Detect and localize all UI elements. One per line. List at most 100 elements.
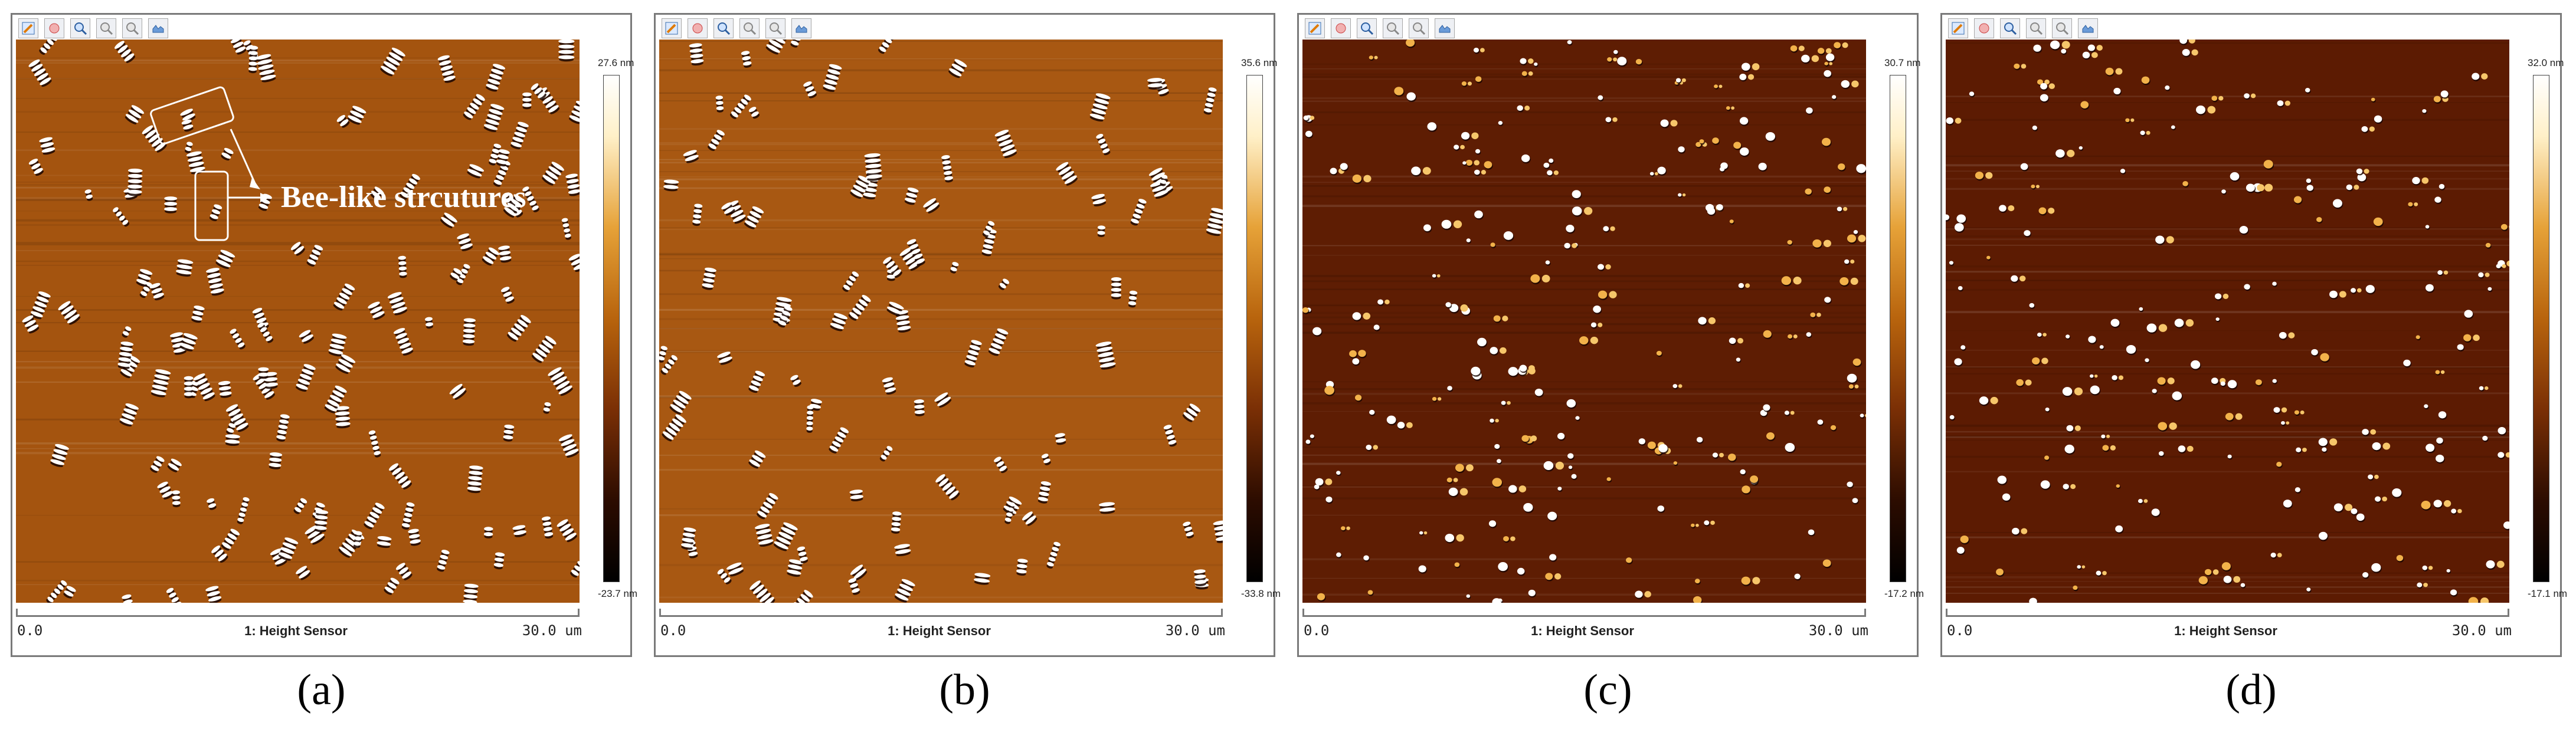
- scan-line-streak: [1302, 558, 1866, 560]
- scan-line-streak: [659, 350, 1223, 352]
- bee-particle: [891, 511, 902, 534]
- bee-particle: [1163, 425, 1177, 447]
- bee-particle: [380, 47, 405, 77]
- scan-line-streak: [16, 350, 580, 352]
- scan-line-streak: [1302, 245, 1866, 247]
- zoom-reset-icon[interactable]: [765, 18, 785, 38]
- particle-dot: [2498, 452, 2509, 459]
- particle-dot: [2029, 597, 2038, 603]
- particle-dot: [2362, 429, 2377, 436]
- bee-particle: [398, 255, 407, 278]
- particle-dot: [1454, 144, 1465, 151]
- zoom-out-icon[interactable]: [2026, 18, 2046, 38]
- zoom-out-icon[interactable]: [1383, 18, 1403, 38]
- pencil-icon[interactable]: [662, 18, 682, 38]
- scan-line-streak: [1946, 119, 2509, 121]
- particle-dot: [2146, 323, 2168, 334]
- scan-line-streak: [16, 366, 580, 369]
- zoom-reset-icon[interactable]: [1409, 18, 1429, 38]
- particle-dot: [2464, 310, 2474, 320]
- particle-dot: [1484, 161, 1493, 170]
- particle-dot: [1817, 419, 1824, 426]
- scan-line-streak: [1302, 331, 1866, 334]
- particle-dot: [2204, 569, 2219, 577]
- scan-line-streak: [1946, 238, 2509, 241]
- annotation-arrow-1: [230, 129, 257, 185]
- scan-line-streak: [659, 178, 1223, 180]
- bee-particle: [39, 40, 57, 55]
- particle-dot: [1449, 304, 1468, 314]
- particle-dot: [1852, 498, 1859, 505]
- bee-particle: [1193, 569, 1207, 587]
- pencil-icon[interactable]: [1305, 18, 1325, 38]
- particle-dot: [1766, 432, 1776, 441]
- panel-caption-a: (a): [297, 666, 346, 714]
- particle-dot: [2090, 374, 2098, 379]
- particle-dot: [2318, 438, 2338, 448]
- bee-particle: [335, 354, 356, 374]
- zoom-in-icon[interactable]: [70, 18, 90, 38]
- pencil-icon[interactable]: [18, 18, 38, 38]
- scale-axis: [1302, 615, 1866, 617]
- export-icon[interactable]: [2078, 18, 2098, 38]
- particle-dot: [1838, 163, 1846, 172]
- particle-dot: [1462, 161, 1467, 166]
- particle-dot: [1712, 137, 1720, 145]
- stop-icon[interactable]: [688, 18, 708, 38]
- particle-dot: [2141, 76, 2151, 86]
- particle-dot: [1986, 255, 1991, 261]
- colorbar-max-label: 32.0 nm: [2528, 57, 2564, 68]
- bee-particle: [393, 328, 414, 356]
- stop-icon[interactable]: [1331, 18, 1351, 38]
- bee-particle: [1056, 162, 1078, 186]
- bee-particle: [463, 583, 479, 603]
- particle-dot: [1488, 520, 1497, 528]
- particle-dot: [1806, 332, 1812, 339]
- zoom-in-icon[interactable]: [2000, 18, 2020, 38]
- afm-panel-a: Bee-like strcutures 27.6 nm -23.7 nm 0.0…: [11, 13, 637, 657]
- export-icon[interactable]: [791, 18, 811, 38]
- pencil-icon[interactable]: [1948, 18, 1968, 38]
- bee-particle: [794, 590, 813, 603]
- bee-particle: [503, 194, 526, 218]
- particle-dot: [2240, 583, 2246, 589]
- scan-line-streak: [659, 187, 1223, 189]
- particle-dot: [1949, 415, 1955, 421]
- stop-icon[interactable]: [1974, 18, 1994, 38]
- axis-start-label: 0.0: [660, 622, 686, 639]
- bee-particle: [803, 81, 817, 98]
- bee-particle: [904, 188, 919, 205]
- scan-line-streak: [1302, 593, 1866, 596]
- particle-dot: [1590, 322, 1603, 329]
- zoom-out-icon[interactable]: [739, 18, 760, 38]
- stop-icon[interactable]: [44, 18, 64, 38]
- zoom-reset-icon[interactable]: [2052, 18, 2072, 38]
- particle-dot: [1830, 425, 1837, 432]
- bee-particle: [512, 525, 526, 537]
- bee-particle: [1213, 520, 1223, 543]
- bee-particle: [899, 247, 922, 271]
- bee-particle: [787, 559, 804, 577]
- zoom-out-icon[interactable]: [96, 18, 116, 38]
- particle-dot: [1303, 115, 1315, 122]
- zoom-reset-icon[interactable]: [122, 18, 142, 38]
- panel-caption-b: (b): [939, 666, 990, 714]
- scan-line-streak: [659, 227, 1223, 228]
- bee-particle: [702, 267, 716, 290]
- annotation-box-1: [150, 86, 234, 145]
- particle-dot: [2101, 434, 2110, 440]
- zoom-in-icon[interactable]: [713, 18, 734, 38]
- colorbar-min-label: -33.8 nm: [1241, 588, 1281, 599]
- bee-particle: [368, 430, 381, 458]
- export-icon[interactable]: [148, 18, 168, 38]
- bee-particle: [172, 490, 181, 507]
- particle-dot: [2311, 349, 2319, 357]
- scan-line-streak: [659, 162, 1223, 164]
- export-icon[interactable]: [1435, 18, 1455, 38]
- scan-line-streak: [1946, 311, 2509, 313]
- scan-line-streak: [16, 418, 580, 421]
- zoom-in-icon[interactable]: [1357, 18, 1377, 38]
- particle-dot: [2113, 87, 2122, 96]
- particle-dot: [2110, 318, 2120, 329]
- particle-dot: [2244, 93, 2256, 100]
